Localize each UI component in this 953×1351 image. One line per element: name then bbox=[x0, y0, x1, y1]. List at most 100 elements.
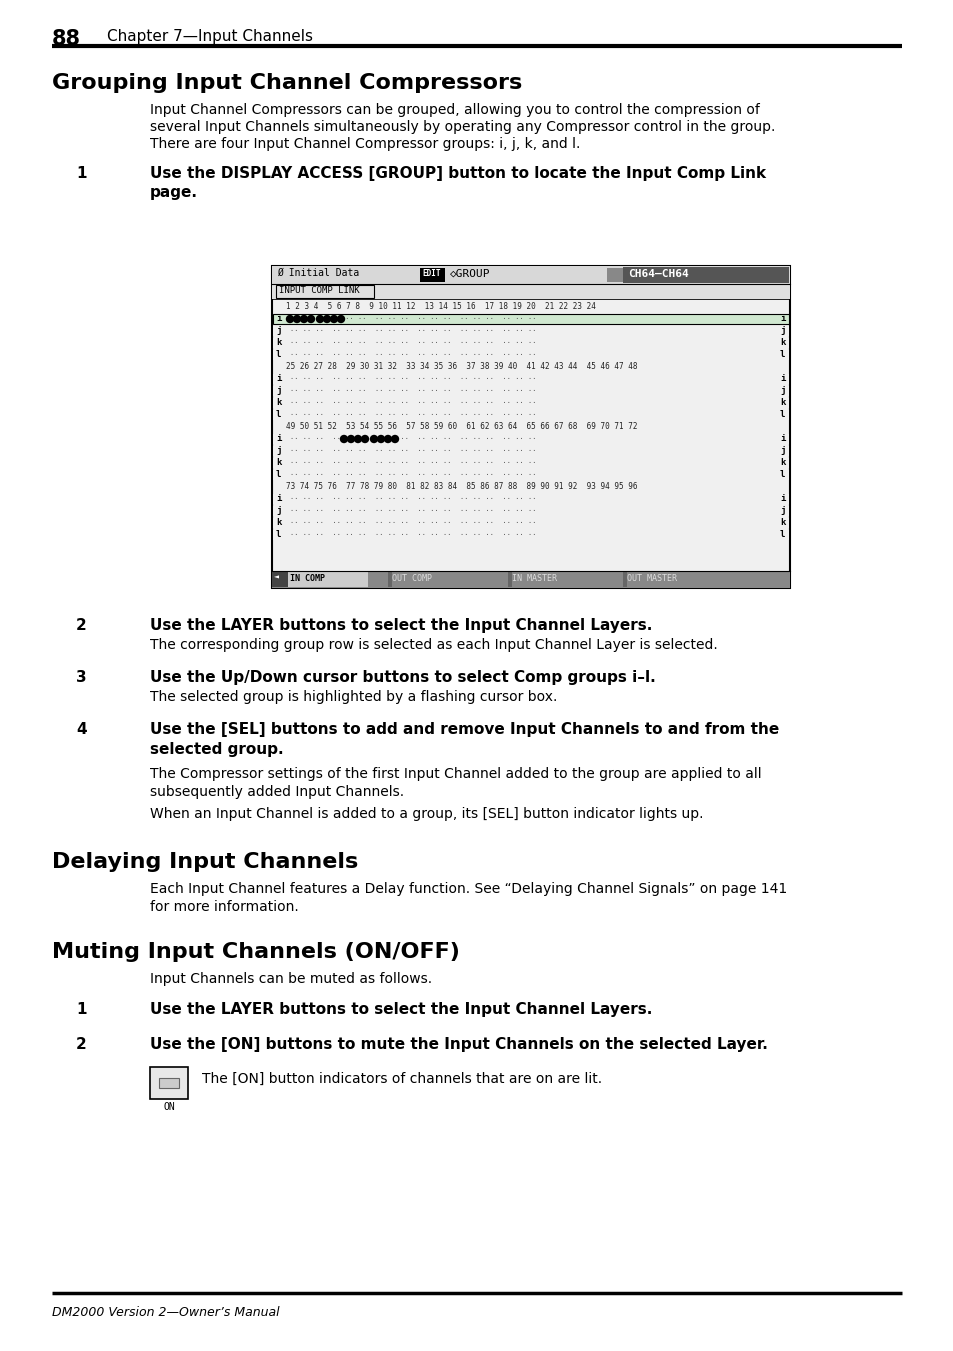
Text: .. .. ..  .. .. ..  .. .. ..  .. .. ..  .. .. ..  .. .. ..: .. .. .. .. .. .. .. .. .. .. .. .. .. .… bbox=[290, 386, 536, 392]
Text: 2: 2 bbox=[76, 1038, 87, 1052]
Bar bbox=[150, 1067, 188, 1098]
Text: Input Channels can be muted as follows.: Input Channels can be muted as follows. bbox=[150, 971, 432, 986]
Circle shape bbox=[307, 316, 314, 323]
Text: .. .. ..  .. .. ..  .. .. ..  .. .. ..  .. .. ..  .. .. ..: .. .. .. .. .. .. .. .. .. .. .. .. .. .… bbox=[290, 458, 536, 463]
Text: subsequently added Input Channels.: subsequently added Input Channels. bbox=[150, 785, 404, 798]
Bar bbox=[273, 434, 788, 444]
Text: j: j bbox=[275, 326, 281, 335]
Text: i: i bbox=[780, 313, 784, 323]
Bar bbox=[288, 571, 368, 586]
Text: Use the LAYER buttons to select the Input Channel Layers.: Use the LAYER buttons to select the Inpu… bbox=[150, 1002, 652, 1017]
Bar bbox=[273, 313, 788, 324]
Text: i: i bbox=[780, 434, 784, 443]
Text: .. .. ..  .. .. ..  .. .. ..  .. .. ..  .. .. ..  .. .. ..: .. .. .. .. .. .. .. .. .. .. .. .. .. .… bbox=[290, 313, 536, 320]
Text: k: k bbox=[780, 399, 784, 407]
Text: Use the [ON] buttons to mute the Input Channels on the selected Layer.: Use the [ON] buttons to mute the Input C… bbox=[150, 1038, 767, 1052]
Text: l: l bbox=[780, 350, 784, 359]
Text: ON: ON bbox=[163, 1102, 174, 1112]
Bar bbox=[273, 338, 788, 349]
Bar bbox=[273, 470, 788, 480]
Circle shape bbox=[330, 316, 337, 323]
Text: l: l bbox=[275, 470, 281, 480]
Text: l: l bbox=[780, 409, 784, 419]
Text: There are four Input Channel Compressor groups: i, j, k, and l.: There are four Input Channel Compressor … bbox=[150, 136, 579, 151]
Text: 2: 2 bbox=[76, 617, 87, 634]
Circle shape bbox=[391, 435, 398, 443]
Text: .. .. ..  .. .. ..  .. .. ..  .. .. ..  .. .. ..  .. .. ..: .. .. .. .. .. .. .. .. .. .. .. .. .. .… bbox=[290, 409, 536, 416]
Text: 25 26 27 28  29 30 31 32  33 34 35 36  37 38 39 40  41 42 43 44  45 46 47 48: 25 26 27 28 29 30 31 32 33 34 35 36 37 3… bbox=[286, 362, 637, 372]
Text: .. .. ..  .. .. ..  .. .. ..  .. .. ..  .. .. ..  .. .. ..: .. .. .. .. .. .. .. .. .. .. .. .. .. .… bbox=[290, 470, 536, 476]
Bar bbox=[622, 571, 626, 586]
Text: i: i bbox=[275, 374, 281, 382]
Bar bbox=[273, 386, 788, 396]
Text: j: j bbox=[275, 507, 281, 515]
Circle shape bbox=[323, 316, 330, 323]
Text: The [ON] button indicators of channels that are on are lit.: The [ON] button indicators of channels t… bbox=[202, 1071, 601, 1086]
Text: j: j bbox=[780, 326, 784, 335]
Text: j: j bbox=[275, 446, 281, 455]
Text: selected group.: selected group. bbox=[150, 742, 283, 757]
Text: j: j bbox=[780, 446, 784, 455]
Text: k: k bbox=[780, 517, 784, 527]
Bar bbox=[275, 285, 374, 299]
Text: i: i bbox=[780, 494, 784, 503]
Text: k: k bbox=[780, 458, 784, 467]
Text: Chapter 7—Input Channels: Chapter 7—Input Channels bbox=[107, 28, 313, 45]
Text: OUT COMP: OUT COMP bbox=[392, 574, 432, 584]
Text: j: j bbox=[780, 386, 784, 394]
Text: .. .. ..  .. .. ..  .. .. ..  .. .. ..  .. .. ..  .. .. ..: .. .. .. .. .. .. .. .. .. .. .. .. .. .… bbox=[290, 446, 536, 453]
Text: IN MASTER: IN MASTER bbox=[512, 574, 557, 584]
Bar bbox=[419, 267, 444, 282]
Text: k: k bbox=[780, 338, 784, 347]
Text: Use the LAYER buttons to select the Input Channel Layers.: Use the LAYER buttons to select the Inpu… bbox=[150, 617, 652, 634]
Circle shape bbox=[370, 435, 377, 443]
Text: Muting Input Channels (ON/OFF): Muting Input Channels (ON/OFF) bbox=[52, 942, 459, 962]
Text: l: l bbox=[275, 530, 281, 539]
Text: The selected group is highlighted by a flashing cursor box.: The selected group is highlighted by a f… bbox=[150, 690, 557, 704]
Text: i: i bbox=[275, 434, 281, 443]
Bar bbox=[273, 458, 788, 467]
Text: .. .. ..  .. .. ..  .. .. ..  .. .. ..  .. .. ..  .. .. ..: .. .. .. .. .. .. .. .. .. .. .. .. .. .… bbox=[290, 517, 536, 524]
Bar bbox=[273, 530, 788, 540]
Circle shape bbox=[377, 435, 384, 443]
Text: l: l bbox=[780, 470, 784, 480]
Text: EDIT: EDIT bbox=[421, 269, 440, 278]
Text: Each Input Channel features a Delay function. See “Delaying Channel Signals” on : Each Input Channel features a Delay func… bbox=[150, 882, 786, 896]
Text: .. .. ..  .. .. ..  .. .. ..  .. .. ..  .. .. ..  .. .. ..: .. .. .. .. .. .. .. .. .. .. .. .. .. .… bbox=[290, 326, 536, 332]
Text: ◄: ◄ bbox=[274, 573, 278, 582]
Text: page.: page. bbox=[150, 185, 198, 200]
Text: Use the [SEL] buttons to add and remove Input Channels to and from the: Use the [SEL] buttons to add and remove … bbox=[150, 721, 779, 738]
Text: .. .. ..  .. .. ..  .. .. ..  .. .. ..  .. .. ..  .. .. ..: .. .. .. .. .. .. .. .. .. .. .. .. .. .… bbox=[290, 434, 536, 440]
Text: IN COMP: IN COMP bbox=[290, 574, 325, 584]
Text: CH64–CH64: CH64–CH64 bbox=[627, 269, 688, 280]
Text: Use the DISPLAY ACCESS [GROUP] button to locate the Input Comp Link: Use the DISPLAY ACCESS [GROUP] button to… bbox=[150, 166, 765, 181]
Text: .. .. ..  .. .. ..  .. .. ..  .. .. ..  .. .. ..  .. .. ..: .. .. .. .. .. .. .. .. .. .. .. .. .. .… bbox=[290, 350, 536, 357]
Bar bbox=[273, 374, 788, 384]
Text: l: l bbox=[275, 409, 281, 419]
Circle shape bbox=[347, 435, 355, 443]
Circle shape bbox=[355, 435, 361, 443]
Text: i: i bbox=[275, 313, 281, 323]
Bar bbox=[272, 571, 789, 588]
Text: The corresponding group row is selected as each Input Channel Layer is selected.: The corresponding group row is selected … bbox=[150, 638, 717, 653]
Bar bbox=[273, 350, 788, 359]
Text: 3: 3 bbox=[76, 670, 87, 685]
Text: Use the Up/Down cursor buttons to select Comp groups i–l.: Use the Up/Down cursor buttons to select… bbox=[150, 670, 655, 685]
Bar bbox=[606, 267, 622, 282]
Text: for more information.: for more information. bbox=[150, 900, 298, 915]
Text: 1: 1 bbox=[76, 166, 87, 181]
Text: 4: 4 bbox=[76, 721, 87, 738]
Bar bbox=[273, 446, 788, 457]
Text: The Compressor settings of the first Input Channel added to the group are applie: The Compressor settings of the first Inp… bbox=[150, 767, 760, 781]
Bar bbox=[272, 571, 288, 586]
Bar bbox=[272, 266, 789, 588]
Bar bbox=[388, 571, 392, 586]
Text: 73 74 75 76  77 78 79 80  81 82 83 84  85 86 87 88  89 90 91 92  93 94 95 96: 73 74 75 76 77 78 79 80 81 82 83 84 85 8… bbox=[286, 482, 637, 490]
Circle shape bbox=[384, 435, 391, 443]
Text: .. .. ..  .. .. ..  .. .. ..  .. .. ..  .. .. ..  .. .. ..: .. .. .. .. .. .. .. .. .. .. .. .. .. .… bbox=[290, 494, 536, 500]
Text: 1: 1 bbox=[76, 1002, 87, 1017]
Bar bbox=[273, 326, 788, 336]
Text: j: j bbox=[780, 507, 784, 515]
Text: k: k bbox=[275, 399, 281, 407]
Bar bbox=[159, 1078, 179, 1088]
